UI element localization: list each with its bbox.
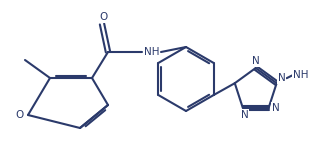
Text: NH: NH: [144, 47, 160, 57]
Text: N: N: [278, 73, 285, 83]
Text: NH: NH: [293, 70, 308, 80]
Text: N: N: [272, 103, 279, 113]
Text: N: N: [252, 56, 259, 66]
Text: N: N: [241, 110, 249, 120]
Text: O: O: [16, 110, 24, 120]
Text: O: O: [99, 12, 107, 22]
